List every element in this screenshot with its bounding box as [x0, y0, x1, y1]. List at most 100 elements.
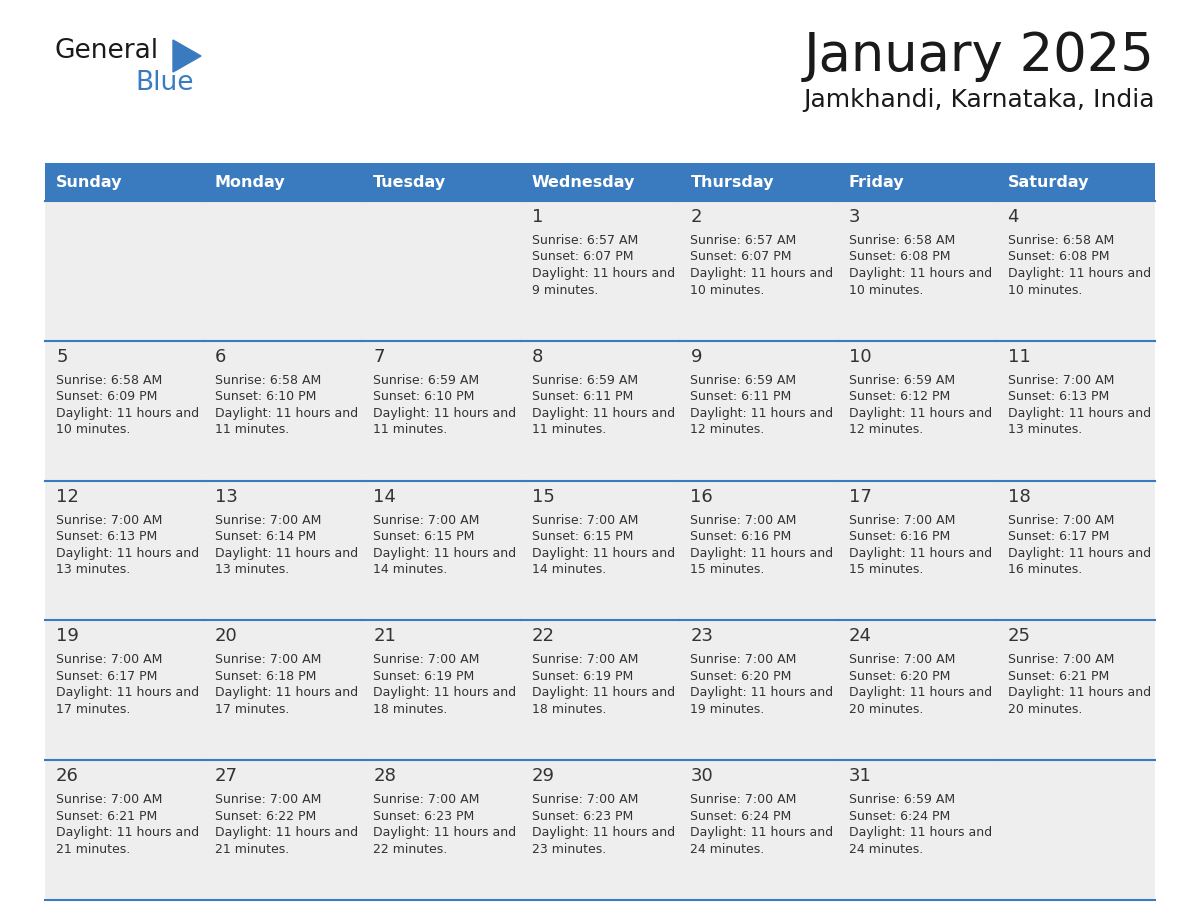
Bar — [680, 481, 838, 621]
Text: Sunset: 6:12 PM: Sunset: 6:12 PM — [849, 390, 950, 403]
Text: Friday: Friday — [849, 174, 904, 189]
Text: Daylight: 11 hours and: Daylight: 11 hours and — [690, 407, 834, 420]
Text: Daylight: 11 hours and: Daylight: 11 hours and — [56, 687, 200, 700]
Text: Daylight: 11 hours and: Daylight: 11 hours and — [690, 826, 834, 839]
Text: Daylight: 11 hours and: Daylight: 11 hours and — [690, 687, 834, 700]
Text: Sunrise: 6:59 AM: Sunrise: 6:59 AM — [373, 374, 480, 386]
Text: Sunrise: 6:57 AM: Sunrise: 6:57 AM — [532, 234, 638, 247]
Bar — [45, 760, 203, 900]
Text: Sunrise: 6:59 AM: Sunrise: 6:59 AM — [532, 374, 638, 386]
Text: Daylight: 11 hours and: Daylight: 11 hours and — [849, 407, 992, 420]
Text: Sunrise: 6:59 AM: Sunrise: 6:59 AM — [849, 793, 955, 806]
Text: 12 minutes.: 12 minutes. — [849, 423, 923, 436]
Text: 16 minutes.: 16 minutes. — [1007, 563, 1082, 577]
Text: 2: 2 — [690, 208, 702, 226]
Text: 11 minutes.: 11 minutes. — [532, 423, 606, 436]
Bar — [838, 760, 997, 900]
Text: 5: 5 — [56, 348, 68, 365]
Text: Sunrise: 6:58 AM: Sunrise: 6:58 AM — [56, 374, 163, 386]
Text: Sunrise: 6:58 AM: Sunrise: 6:58 AM — [1007, 234, 1114, 247]
Text: Daylight: 11 hours and: Daylight: 11 hours and — [215, 546, 358, 560]
Bar — [362, 341, 520, 481]
Text: 22 minutes.: 22 minutes. — [373, 843, 448, 856]
Text: Sunday: Sunday — [56, 174, 122, 189]
Text: Sunrise: 7:00 AM: Sunrise: 7:00 AM — [1007, 513, 1114, 527]
Text: 14 minutes.: 14 minutes. — [532, 563, 606, 577]
Text: Sunset: 6:17 PM: Sunset: 6:17 PM — [1007, 530, 1108, 543]
Text: 11: 11 — [1007, 348, 1030, 365]
Text: Daylight: 11 hours and: Daylight: 11 hours and — [56, 826, 200, 839]
Bar — [997, 621, 1155, 760]
Text: 21 minutes.: 21 minutes. — [56, 843, 131, 856]
Text: 20: 20 — [215, 627, 238, 645]
Bar — [45, 341, 203, 481]
Bar — [203, 481, 362, 621]
Text: 19: 19 — [56, 627, 78, 645]
Text: Daylight: 11 hours and: Daylight: 11 hours and — [215, 687, 358, 700]
Text: Sunrise: 7:00 AM: Sunrise: 7:00 AM — [215, 793, 321, 806]
Text: 24: 24 — [849, 627, 872, 645]
Text: Sunrise: 7:00 AM: Sunrise: 7:00 AM — [849, 513, 955, 527]
Text: Sunset: 6:11 PM: Sunset: 6:11 PM — [690, 390, 791, 403]
Text: Daylight: 11 hours and: Daylight: 11 hours and — [532, 267, 675, 280]
Text: 18 minutes.: 18 minutes. — [532, 703, 606, 716]
Text: 1: 1 — [532, 208, 543, 226]
Text: Sunset: 6:15 PM: Sunset: 6:15 PM — [373, 530, 475, 543]
Text: Daylight: 11 hours and: Daylight: 11 hours and — [690, 546, 834, 560]
Bar — [362, 201, 520, 341]
Text: 13: 13 — [215, 487, 238, 506]
Text: Daylight: 11 hours and: Daylight: 11 hours and — [373, 687, 517, 700]
Bar — [203, 621, 362, 760]
Text: Daylight: 11 hours and: Daylight: 11 hours and — [1007, 407, 1151, 420]
Bar — [203, 341, 362, 481]
Text: 14 minutes.: 14 minutes. — [373, 563, 448, 577]
Text: Sunrise: 6:57 AM: Sunrise: 6:57 AM — [690, 234, 797, 247]
Text: 11 minutes.: 11 minutes. — [373, 423, 448, 436]
Bar — [203, 201, 362, 341]
Bar — [45, 201, 203, 341]
Bar — [997, 481, 1155, 621]
Text: 12: 12 — [56, 487, 78, 506]
Bar — [520, 341, 680, 481]
Text: Sunrise: 6:58 AM: Sunrise: 6:58 AM — [215, 374, 321, 386]
Text: 10 minutes.: 10 minutes. — [1007, 284, 1082, 297]
Polygon shape — [173, 40, 201, 72]
Text: 7: 7 — [373, 348, 385, 365]
Bar — [520, 481, 680, 621]
Text: Daylight: 11 hours and: Daylight: 11 hours and — [532, 687, 675, 700]
Text: 28: 28 — [373, 767, 396, 785]
Text: 21 minutes.: 21 minutes. — [215, 843, 289, 856]
Bar — [680, 163, 838, 201]
Bar — [45, 621, 203, 760]
Text: 16: 16 — [690, 487, 713, 506]
Text: 23 minutes.: 23 minutes. — [532, 843, 606, 856]
Text: Sunset: 6:15 PM: Sunset: 6:15 PM — [532, 530, 633, 543]
Text: Sunrise: 7:00 AM: Sunrise: 7:00 AM — [532, 654, 638, 666]
Text: Sunrise: 7:00 AM: Sunrise: 7:00 AM — [373, 513, 480, 527]
Text: Sunrise: 7:00 AM: Sunrise: 7:00 AM — [56, 654, 163, 666]
Text: 18: 18 — [1007, 487, 1030, 506]
Text: 17 minutes.: 17 minutes. — [56, 703, 131, 716]
Bar — [838, 621, 997, 760]
Text: 10 minutes.: 10 minutes. — [849, 284, 923, 297]
Text: Daylight: 11 hours and: Daylight: 11 hours and — [532, 407, 675, 420]
Text: 9: 9 — [690, 348, 702, 365]
Text: Sunset: 6:23 PM: Sunset: 6:23 PM — [532, 810, 633, 823]
Text: 24 minutes.: 24 minutes. — [690, 843, 765, 856]
Text: 9 minutes.: 9 minutes. — [532, 284, 599, 297]
Text: Daylight: 11 hours and: Daylight: 11 hours and — [215, 826, 358, 839]
Text: Sunrise: 7:00 AM: Sunrise: 7:00 AM — [532, 513, 638, 527]
Text: January 2025: January 2025 — [804, 30, 1155, 82]
Bar — [45, 163, 203, 201]
Text: 15 minutes.: 15 minutes. — [690, 563, 765, 577]
Text: Sunrise: 7:00 AM: Sunrise: 7:00 AM — [690, 654, 797, 666]
Text: 10 minutes.: 10 minutes. — [690, 284, 765, 297]
Text: Sunset: 6:23 PM: Sunset: 6:23 PM — [373, 810, 474, 823]
Text: Sunset: 6:13 PM: Sunset: 6:13 PM — [56, 530, 157, 543]
Text: Sunset: 6:09 PM: Sunset: 6:09 PM — [56, 390, 158, 403]
Text: Sunrise: 7:00 AM: Sunrise: 7:00 AM — [532, 793, 638, 806]
Text: 8: 8 — [532, 348, 543, 365]
Text: Daylight: 11 hours and: Daylight: 11 hours and — [1007, 687, 1151, 700]
Text: 24 minutes.: 24 minutes. — [849, 843, 923, 856]
Text: Sunset: 6:17 PM: Sunset: 6:17 PM — [56, 670, 158, 683]
